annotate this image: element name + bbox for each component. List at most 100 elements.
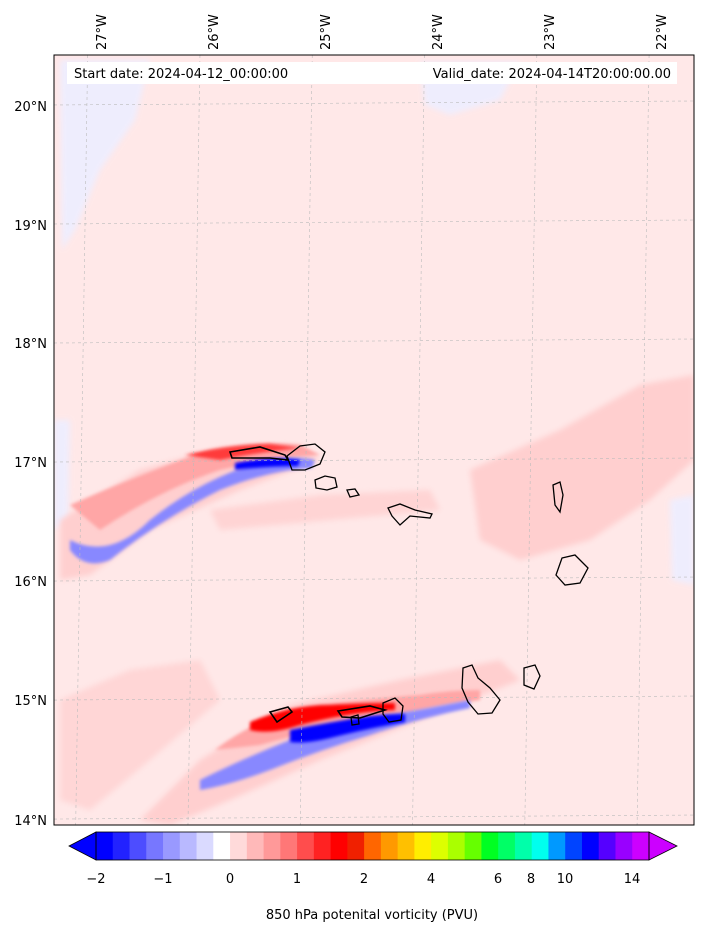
colorbar-swatch <box>297 832 315 860</box>
meridian-line <box>636 55 650 825</box>
meridian-line <box>524 55 538 825</box>
lat-axis: 20°N 19°N 18°N 17°N 16°N 15°N 14°N <box>14 100 47 829</box>
colorbar-tick-label: 2 <box>360 872 368 887</box>
colorbar-swatch <box>481 832 499 860</box>
coastlines <box>228 443 589 726</box>
island-santo-antao <box>286 443 326 471</box>
colorbar-tick-label: 6 <box>494 872 502 887</box>
lat-tick-label: 15°N <box>14 694 47 709</box>
island-sao-nicolau <box>387 503 433 526</box>
colorbar-tick-label: 1 <box>293 872 301 887</box>
colorbar-frame <box>95 831 650 861</box>
pv-blue-patch-east <box>670 495 694 585</box>
colorbar-swatch <box>146 832 164 860</box>
lon-tick-label: 26°W <box>207 14 222 50</box>
parallel-line <box>54 814 694 820</box>
island-maio <box>523 664 541 690</box>
pv-streak-south-blue-core <box>290 714 405 743</box>
pv-streak-north-red-core <box>185 444 300 460</box>
colorbar-swatch <box>464 832 482 860</box>
meridian-line <box>75 55 88 825</box>
colorbar-swatch <box>581 832 600 860</box>
pv-blue-patch-west <box>54 420 70 530</box>
colorbar-swatch <box>213 832 231 860</box>
colorbar-swatch <box>163 832 181 860</box>
colorbar: −2 −1 0 1 2 4 6 8 10 14 850 hPa potenita… <box>68 831 678 923</box>
colorbar-tick-label: 8 <box>527 872 535 887</box>
lat-tick-label: 19°N <box>14 219 47 234</box>
island-boa-vista <box>555 554 589 586</box>
pv-contour-south-dark-east <box>336 705 388 719</box>
colorbar-swatch <box>179 832 198 860</box>
island-sal <box>552 481 564 514</box>
parallel-line <box>54 457 694 463</box>
lat-tick-label: 17°N <box>14 456 47 471</box>
island-santiago <box>461 664 501 715</box>
pv-streak-north-red-outer <box>70 443 320 530</box>
pv-contour-south-dark-west <box>268 706 294 724</box>
island-brava <box>350 714 360 726</box>
colorbar-swatch <box>548 832 566 860</box>
island-sao-vicente <box>314 475 338 491</box>
pv-red-band-east <box>470 375 694 560</box>
parallel-line <box>54 100 694 106</box>
lat-tick-label: 16°N <box>14 575 47 590</box>
pv-contour-north-dark <box>228 446 290 461</box>
pv-streak-south-red-core <box>250 703 395 732</box>
colorbar-swatch <box>498 832 516 860</box>
colorbar-extend-max <box>648 831 678 861</box>
colorbar-title: 850 hPa potenital vorticity (PVU) <box>266 908 478 923</box>
colorbar-tick-label: 10 <box>557 872 574 887</box>
lon-tick-label: 24°W <box>431 14 446 50</box>
colorbar-swatch <box>230 832 248 860</box>
lon-axis: 27°W 26°W 25°W 24°W 23°W 22°W <box>95 14 670 50</box>
lat-tick-label: 20°N <box>14 100 47 115</box>
pv-red-band-mid <box>210 490 440 530</box>
date-header-box <box>67 62 677 84</box>
meridian-line <box>299 55 313 825</box>
valid-date-label: Valid_date: 2024-04-14T20:00:00.00 <box>433 67 671 82</box>
parallel-line <box>54 576 694 582</box>
colorbar-swatch <box>380 832 399 860</box>
lat-tick-label: 14°N <box>14 814 47 829</box>
parallel-line <box>54 338 694 344</box>
colorbar-swatch <box>598 832 616 860</box>
pv-streak-north-blue <box>70 457 315 564</box>
colorbar-swatch <box>632 832 650 860</box>
map-gridlines <box>54 55 694 825</box>
colorbar-swatch <box>313 832 332 860</box>
meridian-line <box>187 55 201 825</box>
lon-tick-label: 25°W <box>319 14 334 50</box>
colorbar-swatch <box>565 832 583 860</box>
colorbar-swatch <box>112 832 131 860</box>
pv-streak-north-blue-core <box>235 458 300 470</box>
pv-streak-south-blue <box>200 700 470 790</box>
pv-red-band-southwest <box>60 660 220 810</box>
colorbar-swatch <box>414 832 432 860</box>
colorbar-swatch <box>514 832 533 860</box>
colorbar-swatch <box>196 832 214 860</box>
start-date-label: Start date: 2024-04-12_00:00:00 <box>74 67 288 82</box>
lon-tick-label: 27°W <box>95 14 110 50</box>
colorbar-tick-label: 4 <box>427 872 435 887</box>
lon-tick-label: 22°W <box>655 14 670 50</box>
colorbar-swatch <box>431 832 449 860</box>
colorbar-swatches <box>96 832 650 860</box>
colorbar-swatch <box>280 832 298 860</box>
pv-streak-south <box>200 690 480 790</box>
map-frame <box>53 54 695 826</box>
date-header: Start date: 2024-04-12_00:00:00 Valid_da… <box>67 62 677 84</box>
colorbar-swatch <box>615 832 633 860</box>
meridian-line <box>412 55 425 825</box>
pv-streak-north <box>70 443 320 564</box>
colorbar-extend-min <box>68 831 97 861</box>
island-fogo <box>382 697 404 723</box>
colorbar-tick-label: −2 <box>86 872 105 887</box>
colorbar-tick-label: −1 <box>153 872 172 887</box>
colorbar-swatch <box>364 832 382 860</box>
colorbar-swatch <box>447 832 466 860</box>
colorbar-swatch <box>347 832 365 860</box>
lat-tick-label: 18°N <box>14 337 47 352</box>
colorbar-tick-label: 14 <box>624 872 641 887</box>
parallel-line <box>54 695 694 701</box>
